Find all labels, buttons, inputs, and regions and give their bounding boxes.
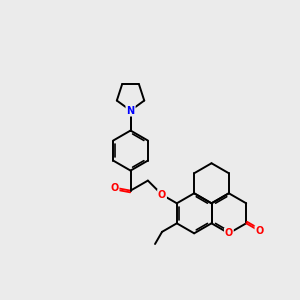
Text: N: N [127, 106, 135, 116]
Text: O: O [255, 226, 264, 236]
Text: N: N [127, 106, 135, 116]
Text: O: O [110, 183, 118, 193]
Text: O: O [158, 190, 166, 200]
Text: O: O [225, 228, 233, 238]
